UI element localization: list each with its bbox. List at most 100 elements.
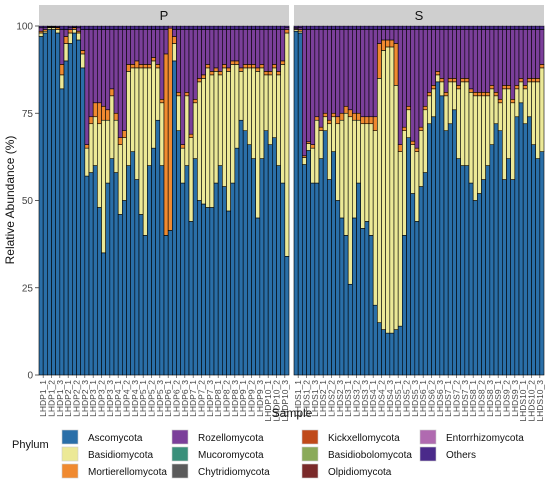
bar-segment-others [147,25,152,30]
bar-segment-ascomycota [217,165,223,376]
bar-segment-basidiomycota [343,112,349,236]
bar-segment-mortierellomycota [322,112,328,118]
bar-segment-others [406,25,411,30]
bar-segment-basidiomycota [159,102,165,166]
bar-segment-mortierellomycota [122,130,127,138]
legend-swatch [419,446,437,462]
bar-segment-mortierellomycota [238,67,244,72]
legend-label: Kickxellomycota [328,433,400,444]
bar-segment-ascomycota [84,175,90,376]
bar-segment-basidiomycota [318,130,324,159]
bar-segment-rozellomycota [427,29,432,93]
legend-title: Phylum [12,439,49,451]
bar-segment-ascomycota [55,32,61,376]
bar-segment-mortierellomycota [477,92,482,97]
x-tick-label: LHDP8_2 [222,380,232,417]
x-tick-label: LHDP5_1 [138,380,148,417]
bar-segment-mortierellomycota [226,67,231,72]
bar-segment-mortierellomycota [502,85,507,90]
bar-segment-mortierellomycota [197,78,202,83]
bar-segment-basidiomycota [368,123,374,236]
bar-segment-ascomycota [489,144,495,376]
bar-segment-rozellomycota [88,29,94,118]
x-tick-label: LHDS2_1 [318,380,328,417]
bar-segment-rozellomycota [527,29,532,79]
bar-segment-ascomycota [213,182,219,376]
y-tick-label: 50 [22,196,34,207]
bar-segment-ascomycota [435,81,441,376]
bar-segment-mortierellomycota [217,71,223,76]
bar-segment-basidiomycota [381,50,386,330]
bar-segment-rozellomycota [522,29,528,86]
bar-segment-ascomycota [122,200,127,376]
bar-segment-others [356,25,361,30]
bar-segment-basidiomycota [418,130,424,187]
bar-segment-mortierellomycota [180,144,186,149]
bar-segment-ascomycota [339,217,345,376]
bar-segment-rozellomycota [397,29,403,145]
bar-segment-mortierellomycota [314,116,320,121]
bar-segment-mortierellomycota [247,64,252,69]
bar-segment-rozellomycota [377,29,382,44]
bar-segment-others [389,25,395,30]
bar-segment-others [302,25,307,30]
x-tick-label: LHDS7_3 [460,380,470,417]
bar-segment-rozellomycota [452,29,457,79]
bar-segment-basidiomycota [489,88,495,145]
bar-segment-others [464,25,470,30]
bar-segment-rozellomycota [151,29,156,58]
bar-segment-mortierellomycota [331,112,336,118]
bar-segment-basidiomycota [242,67,248,131]
bar-segment-ascomycota [327,179,332,376]
bar-segment-ascomycota [352,217,357,376]
bar-segment-mortierellomycota [510,98,516,104]
bar-segment-ascomycota [427,123,432,376]
bar-segment-mortierellomycota [418,126,424,131]
bar-segment-ascomycota [188,221,194,376]
legend-swatch [61,463,79,479]
bar-segment-ascomycota [259,158,265,376]
bar-segment-basidiomycota [267,74,273,145]
bar-segment-ascomycota [72,32,77,376]
x-tick-label: LHDS8_2 [477,380,487,417]
bar-segment-ascomycota [431,116,436,376]
bar-segment-rozellomycota [368,29,374,118]
bar-segment-others [176,25,181,30]
bar-segment-others [368,25,374,30]
bar-segment-others [280,25,286,30]
bar-segment-ascomycota [176,130,181,376]
bar-segment-ascomycota [209,207,215,376]
bar-segment-basidiomycota [84,147,90,177]
legend-label: Basidiobolomycota [328,450,412,461]
legend-swatch [419,429,437,445]
x-tick-label: LHDP6_3 [180,380,190,417]
bar-segment-ascomycota [42,32,48,376]
bar-segment-basidiomycota [184,95,190,166]
bar-segment-ascomycota [418,186,424,376]
bar-segment-basidiomycota [172,43,177,62]
bar-segment-rozellomycota [435,29,441,72]
bar-segment-basidiomycota [397,151,403,327]
bar-segment-basidiomycota [201,78,206,205]
bar-segment-others [439,25,445,30]
bar-segment-others [402,25,407,30]
bar-segment-mortierellomycota [427,92,432,97]
bar-segment-ascomycota [163,235,169,376]
y-axis-title: Relative Abundance (%) [3,136,17,265]
bar-segment-rozellomycota [147,29,152,65]
bar-segment-rozellomycota [255,29,261,69]
bar-segment-mortierellomycota [468,88,474,93]
x-tick-label: LHDS4_3 [385,380,395,417]
bar-segment-basidiomycota [389,46,395,334]
bar-segment-others [222,25,227,30]
y-tick-label: 100 [16,22,33,33]
bar-segment-others [201,25,206,30]
bar-segment-mortierellomycota [489,85,495,90]
bar-segment-ascomycota [51,29,56,376]
x-tick-label: LHDP1_2 [47,380,57,417]
bar-segment-rozellomycota [222,29,227,65]
bar-segment-basidiomycota [213,71,219,184]
bar-segment-ascomycota [159,165,165,376]
bar-segment-ascomycota [389,332,395,376]
